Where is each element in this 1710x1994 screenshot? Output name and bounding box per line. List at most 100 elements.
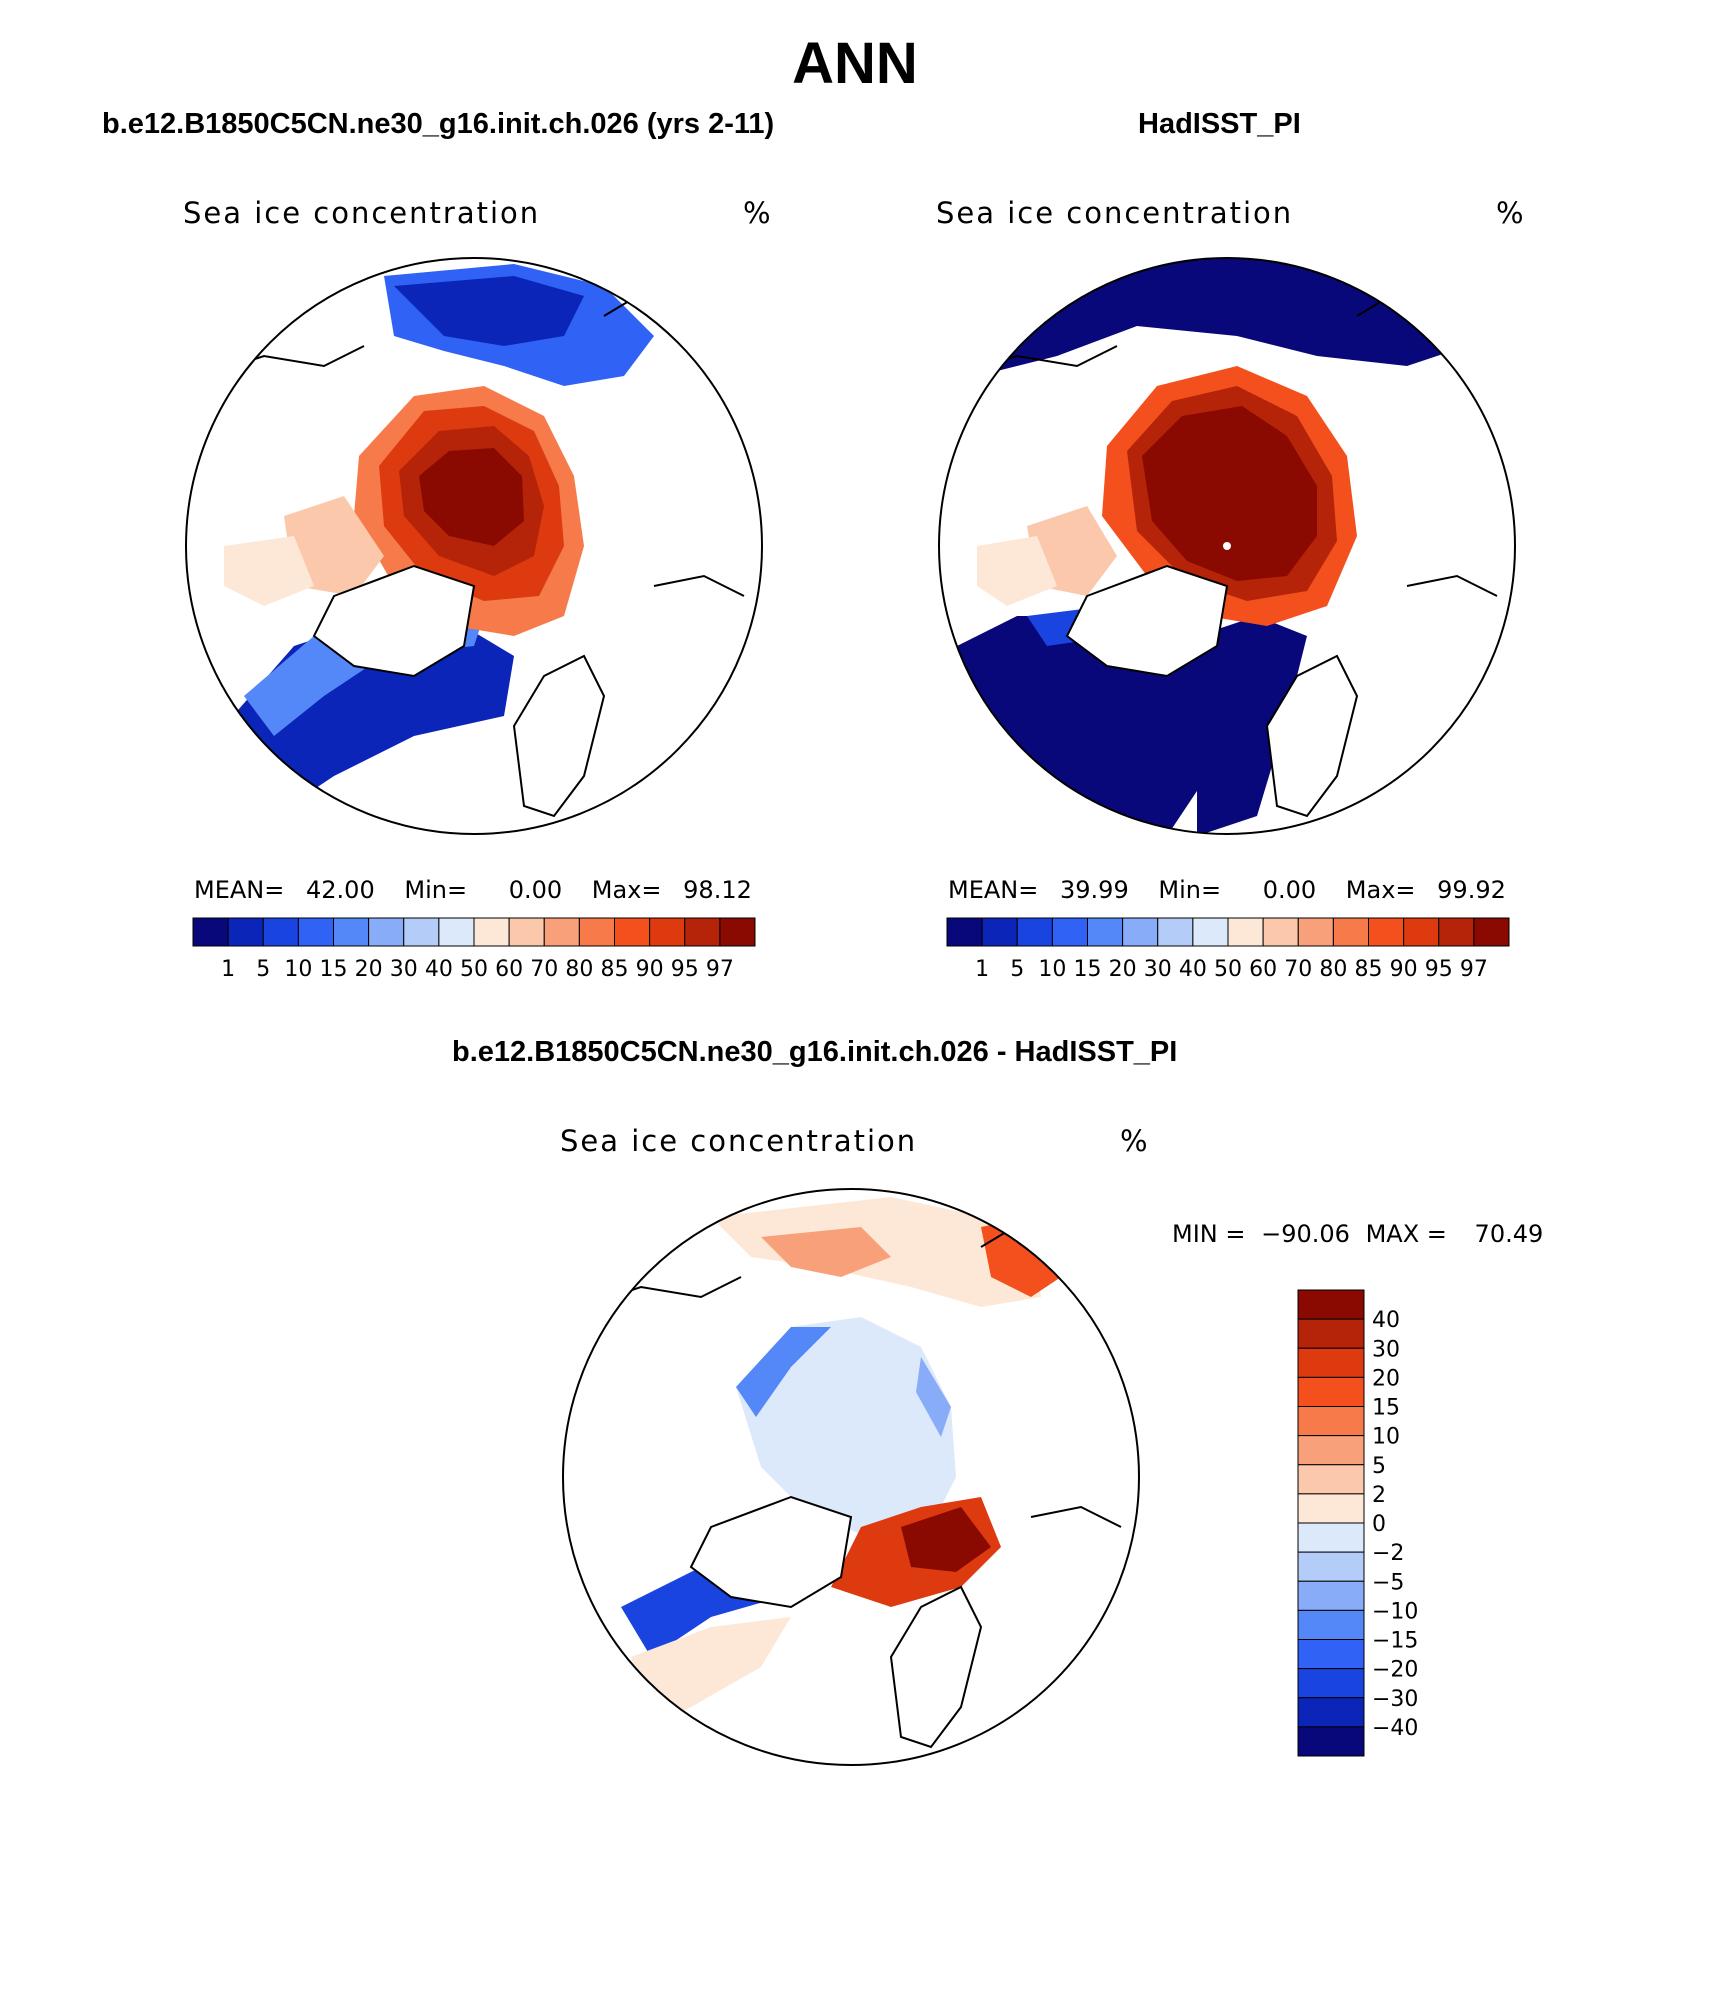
colorbar-tick-label: 1 <box>221 957 235 982</box>
colorbar-tick-label: −10 <box>1372 1599 1418 1624</box>
colorbar-observations: 1 5 10 15 20 30 40 50 60 70 80 85 90 95 97 <box>946 917 1510 982</box>
panel-1-units-label: % <box>743 196 773 230</box>
colorbar-swatch <box>981 917 1018 947</box>
colorbar-tick-label: 95 <box>671 957 699 982</box>
panel-1-variable-label: Sea ice concentration <box>183 196 541 230</box>
colorbar-swatch <box>614 917 651 947</box>
min-label: Min= <box>404 876 468 904</box>
colorbar-swatch <box>227 917 264 947</box>
min-value: −90.06 <box>1261 1220 1350 1248</box>
colorbar-tick-label: 15 <box>1074 957 1102 982</box>
colorbar-swatch <box>1403 917 1440 947</box>
min-value: 0.00 <box>508 876 563 904</box>
colorbar-tick-label: 70 <box>530 957 558 982</box>
page-title: ANN <box>792 31 918 96</box>
colorbar-tick-label: 70 <box>1284 957 1312 982</box>
colorbar-swatch <box>1297 1697 1365 1728</box>
colorbar-tick-label: 10 <box>284 957 312 982</box>
colorbar-swatch <box>1192 917 1229 947</box>
panel-3-stats: MIN = −90.06 MAX = 70.49 <box>1172 1220 1543 1248</box>
min-label: MIN = <box>1172 1220 1246 1248</box>
colorbar-tick-label: 20 <box>1372 1366 1400 1391</box>
panel-3-units-label: % <box>1120 1124 1150 1158</box>
max-value: 98.12 <box>683 876 752 904</box>
colorbar-swatch <box>1297 1464 1365 1495</box>
max-label: Max= <box>591 876 662 904</box>
colorbar-tick-label: 80 <box>565 957 593 982</box>
colorbar-tick-label: 60 <box>495 957 523 982</box>
colorbar-swatch <box>1297 1551 1365 1582</box>
colorbar-swatch <box>1297 1493 1365 1524</box>
colorbar-swatch <box>1297 1376 1365 1407</box>
colorbar-tick-label: −2 <box>1372 1541 1404 1566</box>
max-value: 99.92 <box>1437 876 1506 904</box>
colorbar-swatch <box>1051 917 1088 947</box>
colorbar-tick-label: 50 <box>460 957 488 982</box>
colorbar-swatch <box>297 917 334 947</box>
min-label: Min= <box>1158 876 1222 904</box>
colorbar-swatch <box>1297 1406 1365 1437</box>
colorbar-tick-label: 95 <box>1425 957 1453 982</box>
colorbar-tick-label: 50 <box>1214 957 1242 982</box>
colorbar-swatch <box>1297 1435 1365 1466</box>
colorbar-swatch <box>543 917 580 947</box>
panel-3-title: b.e12.B1850C5CN.ne30_g16.init.ch.026 - H… <box>452 1036 1178 1068</box>
colorbar-tick-label: 15 <box>320 957 348 982</box>
colorbar-tick-label: 30 <box>1372 1337 1400 1362</box>
colorbar-swatch <box>1297 1609 1365 1640</box>
mean-label: MEAN= <box>948 876 1039 904</box>
colorbar-swatch <box>1297 1289 1365 1320</box>
panel-2-stats: MEAN= 39.99 Min= 0.00 Max= 99.92 <box>948 876 1506 904</box>
colorbar-swatch <box>438 917 475 947</box>
colorbar-tick-label: −15 <box>1372 1629 1418 1654</box>
colorbar-tick-label: −30 <box>1372 1687 1418 1712</box>
colorbar-swatch <box>1297 1580 1365 1611</box>
colorbar-tick-label: 30 <box>390 957 418 982</box>
panel-1-stats: MEAN= 42.00 Min= 0.00 Max= 98.12 <box>194 876 752 904</box>
colorbar-swatch <box>1016 917 1053 947</box>
colorbar-swatch <box>684 917 721 947</box>
mean-value: 39.99 <box>1060 876 1129 904</box>
colorbar-tick-label: 20 <box>355 957 383 982</box>
colorbar-tick-label: 85 <box>1355 957 1383 982</box>
colorbar-swatch <box>368 917 405 947</box>
colorbar-tick-label: 97 <box>706 957 734 982</box>
colorbar-swatch <box>1297 1522 1365 1553</box>
colorbar-tick-label: 2 <box>1372 1483 1386 1508</box>
colorbar-swatch <box>1227 917 1264 947</box>
colorbar-swatch <box>1087 917 1124 947</box>
max-label: Max= <box>1345 876 1416 904</box>
colorbar-tick-label: 90 <box>636 957 664 982</box>
colorbar-tick-label: 97 <box>1460 957 1488 982</box>
colorbar-swatch <box>1297 917 1334 947</box>
min-value: 0.00 <box>1262 876 1317 904</box>
colorbar-tick-label: 5 <box>1372 1454 1386 1479</box>
colorbar-swatch <box>403 917 440 947</box>
colorbar-swatch <box>333 917 370 947</box>
colorbar-tick-label: 1 <box>975 957 989 982</box>
colorbar-tick-label: 60 <box>1249 957 1277 982</box>
colorbar-tick-label: −5 <box>1372 1570 1404 1595</box>
colorbar-tick-label: 5 <box>1010 957 1024 982</box>
colorbar-tick-label: 10 <box>1372 1425 1400 1450</box>
panel-2-units-label: % <box>1496 196 1526 230</box>
map-model <box>185 257 763 835</box>
colorbar-tick-label: 10 <box>1038 957 1066 982</box>
panel-2-variable-label: Sea ice concentration <box>936 196 1294 230</box>
colorbar-swatch <box>1297 1639 1365 1670</box>
colorbar-swatch <box>508 917 545 947</box>
colorbar-swatch <box>1262 917 1299 947</box>
colorbar-tick-label: 40 <box>1372 1308 1400 1333</box>
colorbar-swatch <box>1332 917 1369 947</box>
mean-value: 42.00 <box>306 876 375 904</box>
colorbar-swatch <box>946 917 983 947</box>
colorbar-swatch <box>1368 917 1405 947</box>
colorbar-tick-label: 80 <box>1319 957 1347 982</box>
panel-3-variable-label: Sea ice concentration <box>560 1124 918 1158</box>
colorbar-swatch <box>1297 1347 1365 1378</box>
colorbar-swatch <box>262 917 299 947</box>
colorbar-swatch <box>1438 917 1475 947</box>
max-label: MAX = <box>1365 1220 1447 1248</box>
colorbar-swatch <box>719 917 756 947</box>
